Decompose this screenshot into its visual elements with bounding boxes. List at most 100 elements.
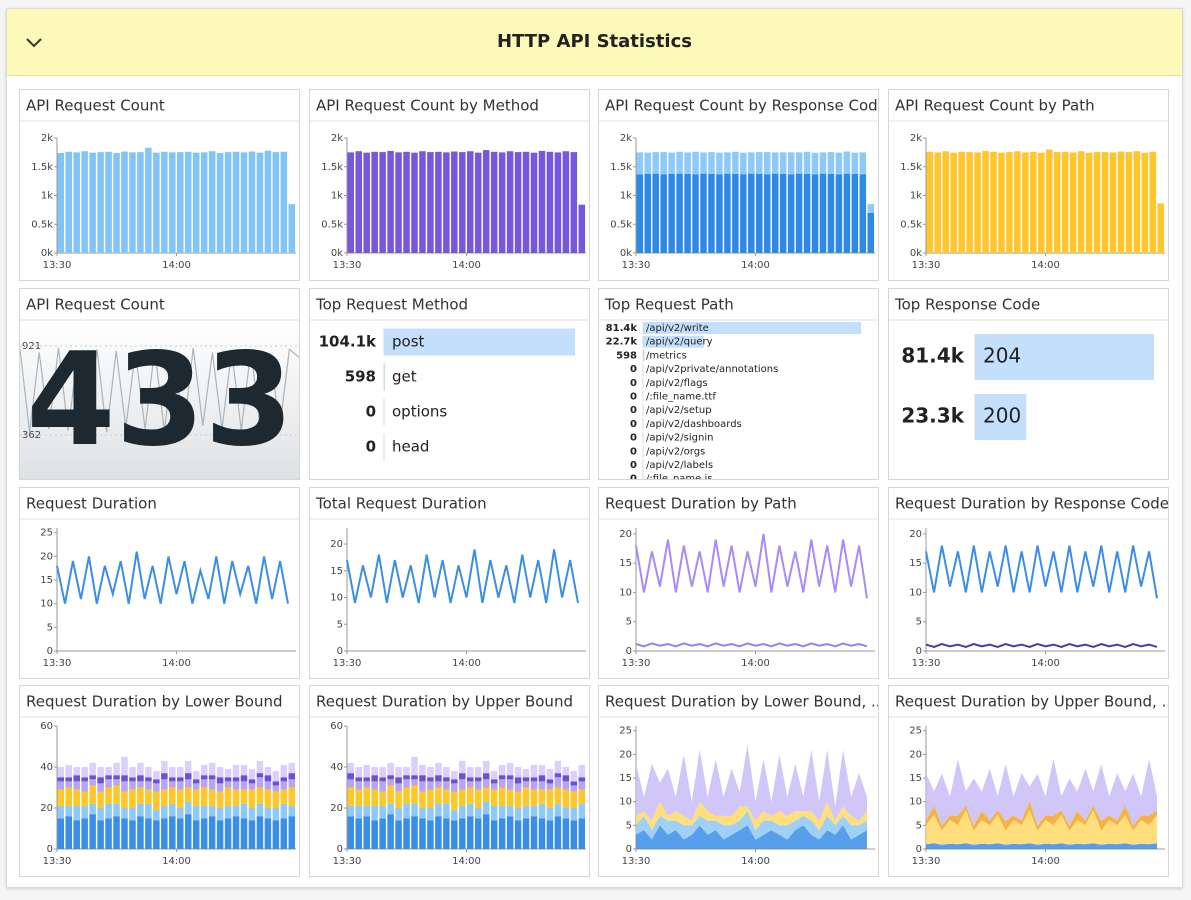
bar-segment — [113, 762, 120, 776]
bar-segment — [843, 151, 851, 174]
bar-segment — [280, 777, 288, 782]
bar-segment — [264, 808, 272, 819]
bar-segment — [756, 173, 763, 253]
bar-segment — [57, 818, 65, 849]
dashboard: HTTP API Statistics API Request Count 0k 0… — [6, 8, 1183, 888]
bar-segment — [482, 150, 490, 253]
bar-segment — [161, 779, 168, 790]
toplist-value: 598 — [345, 368, 376, 386]
y-tick-label: 10 — [330, 593, 343, 604]
bar-segment — [474, 781, 482, 790]
bar-segment — [538, 789, 546, 804]
bar-segment — [843, 173, 851, 253]
bar-segment — [184, 773, 192, 780]
panel-canvas: Total Request Duration 0 5 10 15 20 13:30 14:00 — [310, 495, 589, 669]
bar-segment — [73, 820, 80, 849]
bar-segment — [208, 805, 216, 817]
bar-segment — [700, 173, 707, 253]
bar-segment — [169, 152, 176, 253]
bar-segment — [474, 767, 482, 778]
bar-segment — [443, 781, 450, 790]
bar-segment — [1077, 151, 1085, 253]
x-tick-label: 13:30 — [43, 260, 72, 271]
bar-segment — [355, 151, 362, 253]
bar-segment — [113, 785, 120, 804]
panel-canvas: Request Duration by Path 0 5 10 15 20 13:30 14:… — [599, 495, 878, 669]
bar-segment — [498, 764, 506, 776]
bar-segment — [732, 151, 739, 174]
bar-segment — [522, 777, 530, 782]
y-tick-label: 15 — [40, 575, 53, 586]
toplist-value: 0 — [630, 474, 637, 479]
bar-segment — [636, 152, 644, 175]
bar-segment — [570, 781, 578, 786]
bar-segment — [732, 173, 739, 253]
panel: Request Duration by Lower Bound 0 20 40 60 13… — [19, 685, 300, 877]
bar-segment — [129, 789, 136, 808]
bar-segment — [395, 767, 402, 778]
bar-segment — [153, 783, 160, 792]
collapse-chevron[interactable] — [21, 28, 51, 58]
bar-segment — [419, 764, 426, 776]
bar-segment — [256, 816, 264, 849]
x-tick-label: 14:00 — [452, 658, 481, 669]
y-tick-label: 0 — [626, 646, 632, 657]
toplist-name: get — [392, 368, 417, 386]
bar-segment — [1022, 152, 1029, 253]
line-series — [635, 533, 868, 599]
bar-segment — [443, 803, 450, 819]
bar-segment — [200, 152, 208, 253]
bar-segment — [288, 787, 296, 806]
bar-segment — [490, 771, 498, 780]
bar-segment — [506, 151, 514, 253]
bar-segment — [522, 818, 530, 849]
panel-title: Request Duration by Response Code — [895, 495, 1168, 513]
bar-segment — [363, 787, 370, 806]
bar-segment — [498, 818, 506, 849]
bar-segment — [355, 805, 362, 819]
bar-segment — [216, 791, 224, 808]
y-tick-label: 40 — [40, 762, 53, 773]
stat-value: 433 — [26, 326, 293, 475]
bar-segment — [851, 152, 859, 174]
bar-segment — [65, 777, 72, 782]
bar-segment — [379, 152, 386, 253]
bar-segment — [216, 777, 224, 784]
bar-segment — [827, 152, 835, 174]
bar-segment — [81, 805, 88, 819]
bar-segment — [546, 789, 554, 808]
bar-segment — [498, 787, 506, 806]
bar-segment — [153, 152, 160, 253]
panel-canvas: Request Duration 0 5 10 15 20 25 13:30 14:00 — [20, 495, 299, 669]
y-tick-label: 1.5k — [31, 162, 53, 173]
bar-segment — [208, 779, 216, 790]
bar-segment — [105, 767, 112, 776]
bar-segment — [169, 803, 176, 817]
panel: API Request Count 921 362 433 — [19, 288, 300, 480]
bar-segment — [748, 173, 755, 253]
bar-segment — [248, 779, 256, 784]
bar-segment — [490, 151, 498, 253]
toplist-value: 0 — [630, 446, 637, 457]
bar-segment — [161, 760, 168, 774]
bar-segment — [562, 818, 570, 849]
bar-segment — [387, 775, 394, 780]
bar-segment — [355, 767, 362, 778]
y-tick-label: 20 — [619, 529, 632, 540]
bar-segment — [177, 808, 184, 819]
bar-segment — [427, 781, 434, 790]
bar-segment — [81, 767, 88, 778]
bar-segment — [546, 779, 554, 784]
toplist-name: /api/v2/signin — [646, 433, 713, 444]
bar-segment — [522, 787, 530, 806]
bar-segment — [280, 818, 288, 849]
bar-segment — [779, 152, 787, 174]
bar-segment — [652, 173, 659, 253]
bar-segment — [562, 151, 570, 253]
bar-segment — [411, 775, 418, 780]
panel-canvas: Top Request Path 81.4k/api/v2/write 22.7k /… — [599, 296, 878, 479]
bar-segment — [192, 152, 200, 253]
bar-segment — [1125, 152, 1133, 253]
bar-segment — [97, 808, 104, 821]
area-layer — [636, 744, 867, 821]
